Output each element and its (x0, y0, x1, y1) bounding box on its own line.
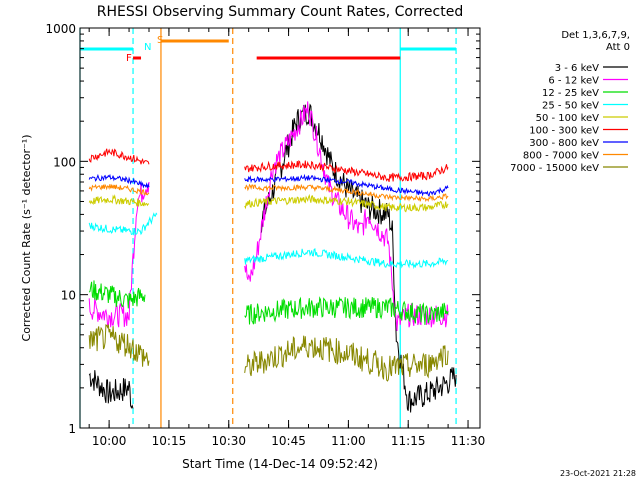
legend-label-0: 3 - 6 keV (555, 63, 599, 74)
y-tick-label: 100 (53, 155, 76, 169)
axes: 10:00 10:15 10:30 10:45 11:00 11:15 11:30 1 10 10… (45, 22, 485, 448)
x-tick-label: 10:30 (211, 434, 246, 448)
x-axis-label: Start Time (14-Dec-14 09:52:42) (182, 457, 378, 471)
series-line-2-seg-1 (244, 296, 449, 325)
series-line-5-seg-0 (88, 148, 150, 165)
series-line-3-seg-1 (244, 247, 449, 270)
series-line-6-seg-0 (88, 173, 150, 189)
y-tick-label: 10 (61, 289, 76, 303)
legend-header-0: Det 1,3,6,7,9, (561, 30, 630, 41)
series-line-2-seg-0 (88, 280, 146, 309)
annotation-bars: F NS (80, 35, 457, 64)
series-line-4-seg-0 (88, 194, 150, 207)
generated-timestamp: 23-Oct-2021 21:28 (560, 469, 636, 478)
annotation-label-N: N (144, 42, 151, 53)
x-tick-label: 10:15 (152, 434, 187, 448)
x-tick-label: 10:00 (92, 434, 127, 448)
annotation-label-S: S (157, 35, 163, 46)
legend-label-6: 300 - 800 keV (529, 138, 599, 149)
x-tick-label: 11:00 (331, 434, 366, 448)
legend-label-3: 25 - 50 keV (542, 101, 599, 112)
legend-label-5: 100 - 300 keV (529, 126, 599, 137)
legend-label-2: 12 - 25 keV (542, 88, 599, 99)
legend-header-1: Att 0 (606, 42, 630, 53)
series-line-6-seg-1 (244, 173, 449, 198)
series-line-1-seg-0 (88, 181, 150, 328)
x-tick-label: 11:30 (451, 434, 486, 448)
legend-label-8: 7000 - 15000 keV (510, 163, 599, 174)
series-line-3-seg-0 (88, 212, 158, 236)
series-line-5-seg-1 (244, 160, 449, 182)
y-tick-label: 1000 (45, 22, 76, 36)
legend: Det 1,3,6,7,9,Att 0 3 - 6 keV 6 - 12 keV12… (510, 30, 630, 174)
y-axis-label: Corrected Count Rate (s⁻¹ detector⁻¹) (20, 135, 33, 342)
legend-label-4: 50 - 100 keV (536, 113, 600, 124)
plot-frame (79, 27, 481, 429)
series-line-4-seg-1 (244, 193, 449, 213)
series-line-0-seg-0 (88, 370, 134, 409)
x-tick-label: 11:15 (391, 434, 426, 448)
series-line-8-seg-0 (88, 324, 150, 367)
y-tick-label: 1 (68, 422, 76, 436)
series-line-7-seg-0 (88, 183, 150, 196)
series-line-7-seg-1 (244, 183, 449, 202)
series-line-8-seg-1 (244, 335, 449, 382)
annotation-label-F: F (126, 53, 132, 64)
x-tick-label: 10:45 (271, 434, 306, 448)
chart-title: RHESSI Observing Summary Count Rates, Co… (97, 4, 463, 20)
legend-label-1: 6 - 12 keV (548, 76, 599, 87)
series-group (88, 101, 457, 413)
legend-label-7: 800 - 7000 keV (523, 151, 599, 162)
